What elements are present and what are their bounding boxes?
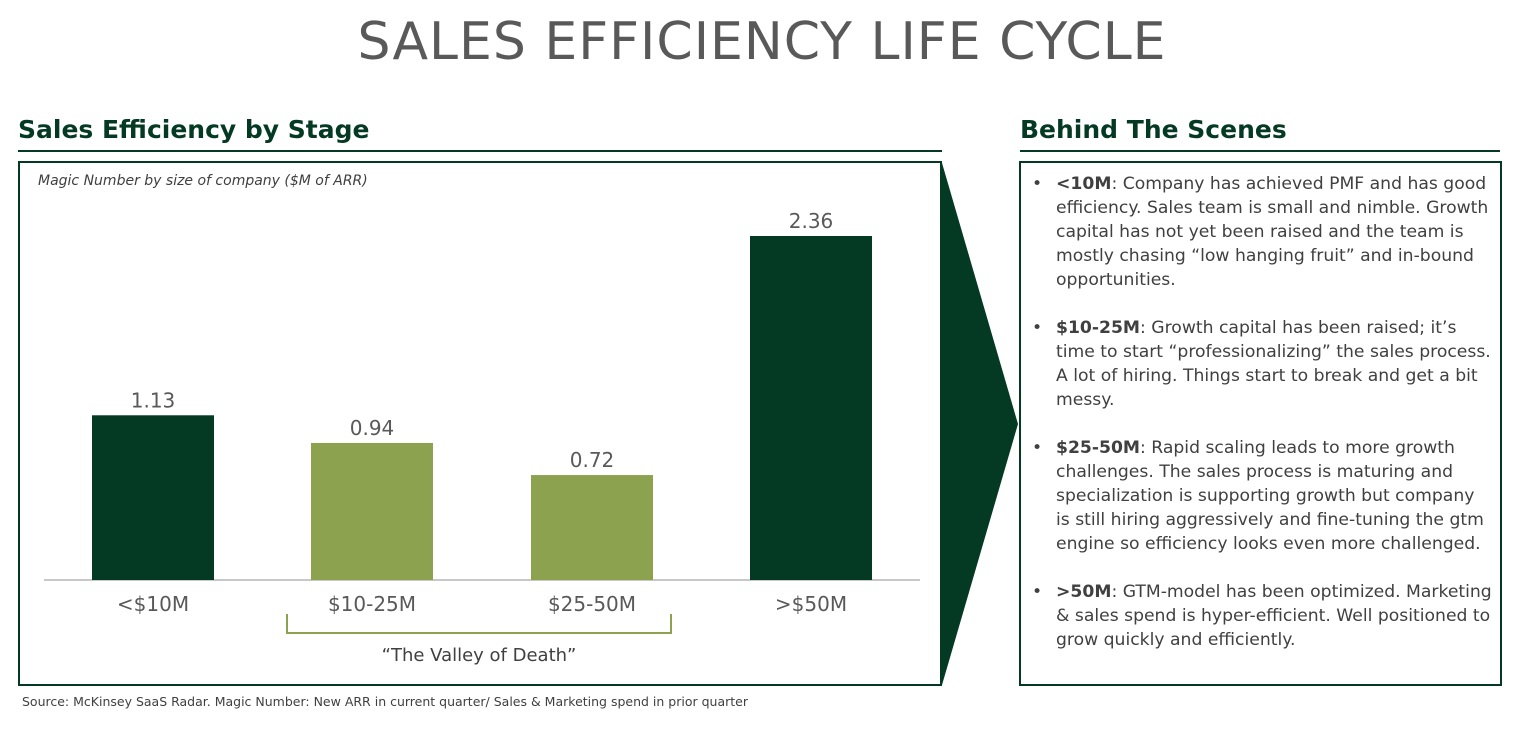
- bar-value-label: 0.72: [570, 448, 615, 472]
- chart-subtitle: Magic Number by size of company ($M of A…: [38, 173, 368, 189]
- bars-group: 1.13 <$10M 0.94 $10-25M 0.72 $25-50M 2.36 >$50M: [92, 209, 872, 616]
- note-item: • <10M: Company has achieved PMF and has …: [1030, 172, 1492, 292]
- valley-bracket: [286, 614, 672, 634]
- source-footnote: Source: McKinsey SaaS Radar. Magic Numbe…: [22, 694, 748, 709]
- transition-arrow: [942, 163, 1018, 685]
- notes-section-rule: [1020, 150, 1500, 152]
- category-label: >$50M: [775, 592, 847, 616]
- bar: [311, 442, 433, 580]
- category-label: $10-25M: [328, 592, 416, 616]
- notes-list: • <10M: Company has achieved PMF and has …: [1030, 172, 1492, 676]
- note-term: <10M: [1056, 174, 1112, 194]
- bullet-icon: •: [1032, 438, 1043, 458]
- chart-section-heading: Sales Efficiency by Stage: [18, 115, 370, 144]
- bar: [92, 415, 214, 580]
- bullet-icon: •: [1032, 318, 1043, 338]
- note-term: >50M: [1056, 582, 1112, 602]
- chart-section-rule: [18, 150, 942, 152]
- note-term: $25-50M: [1056, 438, 1141, 458]
- bar-value-label: 2.36: [789, 209, 834, 233]
- note-text: : GTM-model has been optimized. Marketin…: [1056, 582, 1492, 650]
- bar: [750, 236, 872, 580]
- category-label: <$10M: [117, 592, 189, 616]
- valley-of-death-label: “The Valley of Death”: [381, 645, 577, 666]
- note-text: : Rapid scaling leads to more growth cha…: [1056, 438, 1484, 554]
- note-term: $10-25M: [1056, 318, 1141, 338]
- note-item: • $25-50M: Rapid scaling leads to more gr…: [1030, 436, 1492, 556]
- note-item: • >50M: GTM-model has been optimized. Mar…: [1030, 580, 1492, 652]
- bar-value-label: 1.13: [131, 388, 176, 412]
- note-item: • $10-25M: Growth capital has been raised…: [1030, 316, 1492, 412]
- note-text: : Growth capital has been raised; it’s t…: [1056, 318, 1491, 410]
- bullet-icon: •: [1032, 174, 1043, 194]
- note-text: : Company has achieved PMF and has good …: [1056, 174, 1489, 290]
- chart-panel: [18, 161, 942, 686]
- notes-panel: [1019, 161, 1502, 686]
- notes-section-heading: Behind The Scenes: [1020, 115, 1287, 144]
- category-label: $25-50M: [548, 592, 636, 616]
- bullet-icon: •: [1032, 582, 1043, 602]
- page-title: SALES EFFICIENCY LIFE CYCLE: [357, 12, 1167, 72]
- bar-value-label: 0.94: [350, 416, 395, 440]
- bar: [531, 475, 653, 580]
